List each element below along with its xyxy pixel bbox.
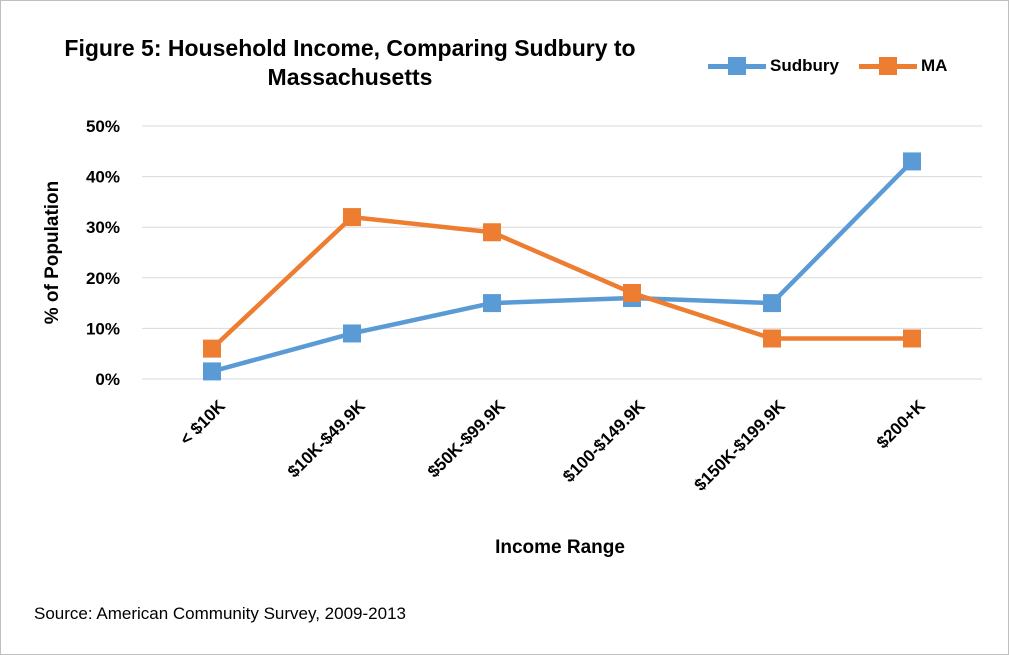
legend-label-sudbury: Sudbury (770, 56, 839, 75)
data-point-sudbury-0 (203, 362, 221, 381)
x-tick-label-1: $10K-$49.9K (284, 396, 369, 481)
x-tick-label-2: $50K-$99.9K (424, 396, 509, 481)
source-note: Source: American Community Survey, 2009-… (34, 604, 406, 623)
data-point-sudbury-4 (763, 294, 781, 313)
legend-swatch-ma (858, 56, 917, 76)
chart-legend: Sudbury MA (708, 53, 967, 79)
series-line-sudbury (211, 159, 914, 374)
chart-title-line-1: Figure 5: Household Income, Comparing Su… (64, 35, 636, 61)
legend-item-sudbury: Sudbury (708, 56, 839, 76)
data-point-ma-1 (343, 208, 361, 227)
x-tick-label-0: < $10K (176, 396, 229, 449)
y-tick-label-50: 50% (86, 117, 120, 136)
y-tick-label-10: 10% (86, 319, 120, 338)
x-tick-label-3: $100-$149.9K (559, 396, 649, 486)
data-point-ma-2 (483, 223, 501, 242)
y-tick-label-40: 40% (86, 168, 120, 187)
y-tick-label-20: 20% (86, 269, 120, 288)
y-tick-label-30: 30% (86, 218, 120, 237)
y-tick-label-0: 0% (95, 370, 120, 389)
data-point-ma-5 (903, 329, 921, 348)
x-tick-label-4: $150K-$199.9K (691, 396, 790, 495)
x-axis-title: Income Range (495, 537, 625, 558)
legend-item-ma: MA (858, 56, 948, 76)
series-line-ma (210, 214, 912, 351)
legend-label-ma: MA (920, 56, 948, 75)
data-point-ma-4 (763, 329, 781, 348)
data-point-sudbury-2 (483, 294, 501, 313)
data-point-sudbury-1 (343, 324, 361, 343)
chart-title-line-2: Massachusetts (267, 64, 433, 90)
chart-title: Figure 5: Household Income, Comparing Su… (30, 34, 670, 92)
y-axis-title: % of Population (42, 181, 63, 325)
x-tick-label-5: $200+K (873, 396, 929, 452)
data-point-ma-3 (623, 283, 641, 302)
data-point-ma-0 (203, 339, 221, 358)
legend-swatch-sudbury (708, 56, 766, 76)
data-point-sudbury-5 (903, 152, 921, 171)
